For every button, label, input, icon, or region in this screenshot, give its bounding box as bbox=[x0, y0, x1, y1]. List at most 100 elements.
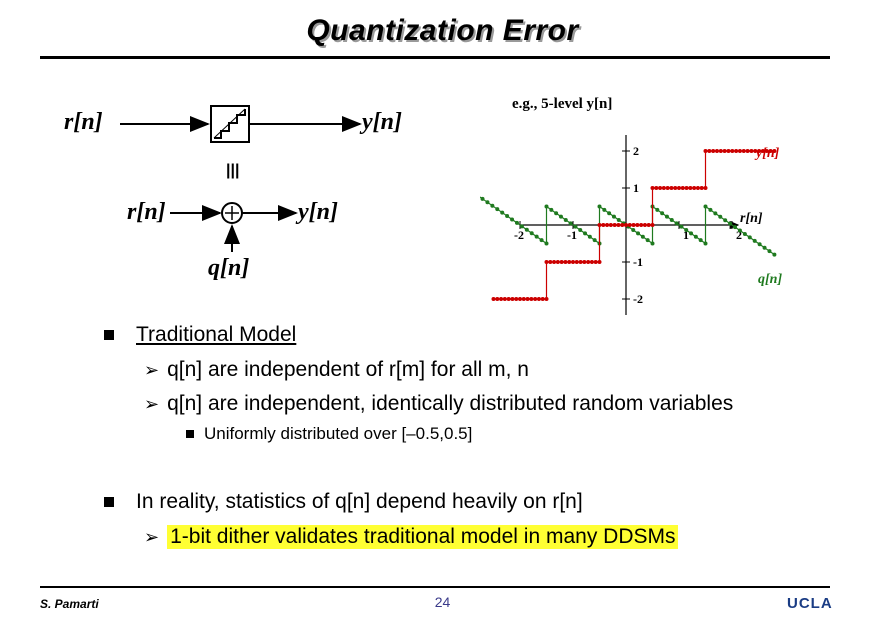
y-series-point bbox=[624, 223, 628, 227]
slide-title: Quantization Error bbox=[306, 14, 579, 47]
page-number: 24 bbox=[434, 594, 451, 610]
y-series-point bbox=[593, 260, 598, 264]
q-series-point bbox=[718, 214, 723, 219]
q-series-point bbox=[490, 203, 495, 208]
y-series-point bbox=[718, 149, 723, 153]
y-series-point bbox=[578, 260, 583, 264]
y-series-point bbox=[692, 186, 697, 190]
y-series-point bbox=[548, 260, 553, 264]
y-series-point bbox=[597, 223, 602, 227]
q-series-point bbox=[597, 204, 602, 209]
q-series-point bbox=[728, 221, 733, 226]
y-series-point bbox=[499, 297, 504, 301]
bullet-traditional-model: Traditional Model bbox=[104, 323, 296, 347]
q-series-point bbox=[689, 231, 694, 236]
q-series-point bbox=[495, 207, 500, 212]
y-series-point bbox=[650, 186, 655, 190]
y-series-point bbox=[521, 297, 526, 301]
y-series-point bbox=[589, 260, 594, 264]
bullet-in-reality: In reality, statistics of q[n] depend he… bbox=[104, 490, 583, 514]
y-series-point bbox=[688, 186, 693, 190]
sub-sub-bullet-uniform: Uniformly distributed over [–0.5,0.5] bbox=[186, 424, 472, 444]
y-series-point bbox=[680, 186, 685, 190]
bullet-text: Traditional Model bbox=[136, 323, 297, 346]
q-series-point bbox=[757, 242, 762, 247]
q-series-point bbox=[713, 211, 718, 216]
output2-label: y[n] bbox=[298, 199, 338, 225]
y-series-point bbox=[669, 186, 674, 190]
y-series-point bbox=[544, 260, 549, 264]
y-series-point bbox=[525, 297, 530, 301]
y-series-point bbox=[654, 186, 659, 190]
y-series-point bbox=[677, 186, 681, 190]
y-series-point bbox=[563, 260, 568, 264]
q-series-point bbox=[703, 204, 708, 209]
x-tick-label: -1 bbox=[567, 228, 577, 242]
y-series-point bbox=[658, 186, 663, 190]
y-series-point bbox=[749, 149, 754, 153]
q-series-point bbox=[693, 234, 698, 239]
q-series-point bbox=[510, 217, 515, 222]
q-series-point bbox=[485, 200, 490, 205]
q-series-point bbox=[698, 238, 703, 243]
output-label: y[n] bbox=[362, 109, 402, 135]
y-series-point bbox=[646, 223, 651, 227]
ucla-logo: UCLA bbox=[787, 595, 833, 612]
q-series-point bbox=[616, 217, 621, 222]
y-series-point bbox=[772, 149, 777, 153]
bullet-square-icon bbox=[104, 330, 114, 340]
legend-y: y[n] bbox=[756, 146, 780, 161]
sub-bullet-independent: ➢ q[n] are independent of r[m] for all m… bbox=[144, 358, 529, 382]
q-series-point bbox=[529, 231, 534, 236]
q-series-point bbox=[747, 235, 752, 240]
y-series-point bbox=[741, 149, 746, 153]
y-series-point bbox=[495, 297, 500, 301]
q-series-point bbox=[505, 214, 510, 219]
q-series-point bbox=[583, 231, 588, 236]
q-series-point bbox=[539, 238, 544, 243]
y-series-point bbox=[726, 149, 731, 153]
y-series-point bbox=[506, 297, 511, 301]
q-series-point bbox=[708, 207, 713, 212]
x-tick-label: -2 bbox=[514, 228, 524, 242]
y-series-point bbox=[612, 223, 617, 227]
q-series-point bbox=[684, 228, 689, 233]
y-series-point bbox=[699, 186, 704, 190]
q-series-point bbox=[660, 211, 665, 216]
y-series-point bbox=[737, 149, 742, 153]
sub-bullet-dither: ➢ 1-bit dither validates traditional mod… bbox=[144, 525, 679, 549]
y-series-point bbox=[639, 223, 644, 227]
y-series-point bbox=[635, 223, 640, 227]
y-series-point bbox=[757, 149, 762, 153]
q-series-point bbox=[592, 238, 597, 243]
q-series-point bbox=[578, 228, 583, 233]
q-series-point bbox=[544, 204, 549, 209]
arrow-bullet-icon: ➢ bbox=[144, 359, 160, 380]
q-series-point bbox=[733, 225, 738, 230]
q-series-point bbox=[669, 217, 674, 222]
footer-author: S. Pamarti bbox=[40, 597, 99, 611]
q-series-point bbox=[534, 234, 539, 239]
q-series-point bbox=[655, 207, 660, 212]
y-series-point bbox=[601, 223, 606, 227]
x-tick-label: 2 bbox=[736, 228, 742, 242]
y-series-point bbox=[502, 297, 507, 301]
bullet-text: Uniformly distributed over [–0.5,0.5] bbox=[204, 424, 473, 443]
y-series-point bbox=[620, 223, 625, 227]
y-series-point bbox=[722, 149, 727, 153]
sub-bullet-iid: ➢ q[n] are independent, identically dist… bbox=[144, 392, 733, 416]
y-series-point bbox=[616, 223, 621, 227]
q-series-point bbox=[636, 231, 641, 236]
q-series-point bbox=[554, 211, 559, 216]
q-series-point bbox=[568, 221, 573, 226]
q-series-point bbox=[500, 210, 505, 215]
chart-title: e.g., 5-level y[n] bbox=[512, 96, 613, 112]
y-series-point bbox=[586, 260, 591, 264]
input-label: r[n] bbox=[64, 109, 103, 135]
q-series-point bbox=[549, 207, 554, 212]
q-series-point bbox=[742, 231, 747, 236]
y-series-point bbox=[730, 149, 735, 153]
y-series-point bbox=[567, 260, 572, 264]
title-rule bbox=[40, 56, 830, 59]
y-series-point bbox=[555, 260, 560, 264]
